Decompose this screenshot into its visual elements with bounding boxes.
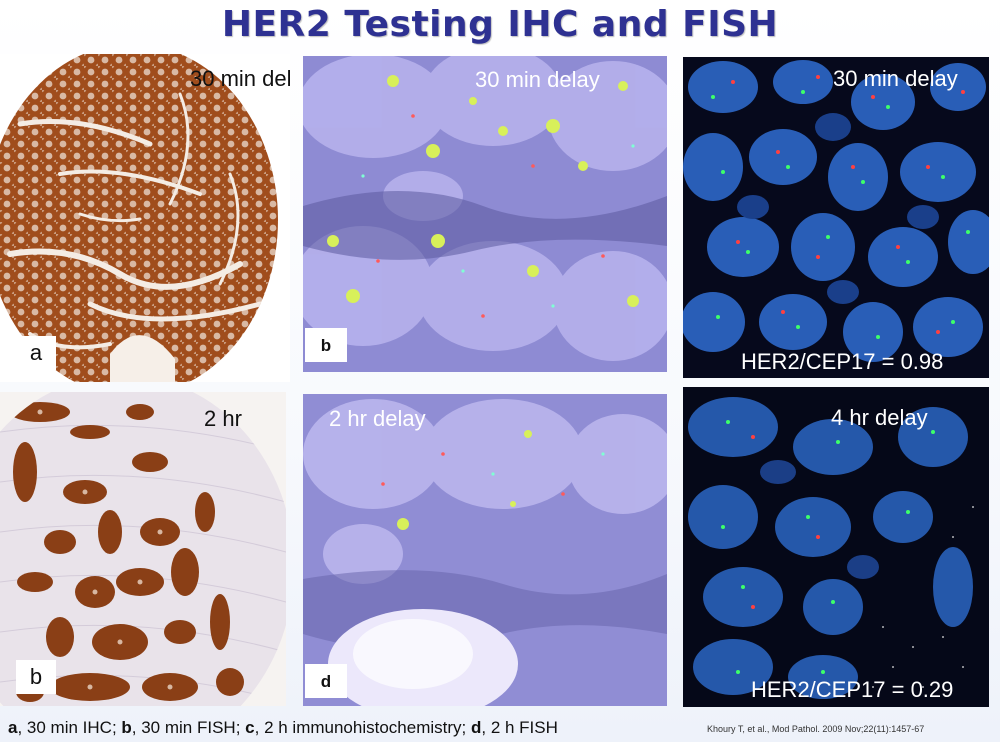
ihc-30min-delay-label: 30 min delay: [190, 66, 290, 91]
fish-30min-image: [303, 56, 667, 372]
fish-30min-letter-label: b: [305, 328, 347, 362]
caption-b-letter: b: [121, 718, 132, 737]
caption-d-letter: d: [470, 718, 482, 737]
dapi-30min-ratio-label: HER2/CEP17 = 0.98: [741, 349, 944, 374]
dapi-30min-delay-label: 30 min delay: [833, 66, 958, 91]
caption-a-letter: a: [8, 718, 18, 737]
caption-d-text: , 2 h FISH: [481, 718, 558, 737]
slide-title: HER2 Testing IHC and FISH: [221, 4, 779, 45]
figure-caption: a, 30 min IHC; b, 30 min FISH; c, 2 h im…: [8, 718, 558, 738]
ihc-30min-letter-label: a: [16, 336, 56, 370]
ihc-2hr-image: [0, 392, 286, 706]
ihc-2hr-panel: 2 hr b: [0, 392, 286, 706]
dapi-4hr-ratio-label: HER2/CEP17 = 0.29: [751, 677, 954, 702]
dapi-4hr-panel: 4 hr delay HER2/CEP17 = 0.29: [683, 387, 989, 707]
fish-2hr-letter-label: d: [305, 664, 347, 698]
dapi-30min-panel: 30 min delay HER2/CEP17 = 0.98: [683, 57, 989, 378]
fish-30min-panel: 30 min delay b: [303, 56, 667, 372]
dapi-4hr-image: [683, 387, 989, 707]
dapi-4hr-delay-label: 4 hr delay: [831, 405, 928, 430]
ihc-30min-image: [0, 54, 278, 382]
caption-a-text: , 30 min IHC;: [17, 718, 122, 737]
ihc-2hr-delay-label: 2 hr: [204, 406, 242, 431]
citation: Khoury T, et al., Mod Pathol. 2009 Nov;2…: [707, 724, 925, 734]
fish-2hr-image: [303, 394, 667, 706]
caption-b-text: , 30 min FISH;: [131, 718, 246, 737]
caption-c-letter: c: [245, 718, 255, 737]
dapi-30min-image: [683, 57, 989, 378]
caption-c-text: , 2 h immunohistochemistry;: [254, 718, 471, 737]
fish-30min-delay-label: 30 min delay: [475, 67, 600, 92]
fish-2hr-delay-label: 2 hr delay: [329, 406, 426, 431]
fish-2hr-panel: 2 hr delay d: [303, 394, 667, 706]
ihc-2hr-letter-label: b: [16, 660, 56, 694]
ihc-30min-panel: 30 min delay a: [0, 54, 290, 382]
